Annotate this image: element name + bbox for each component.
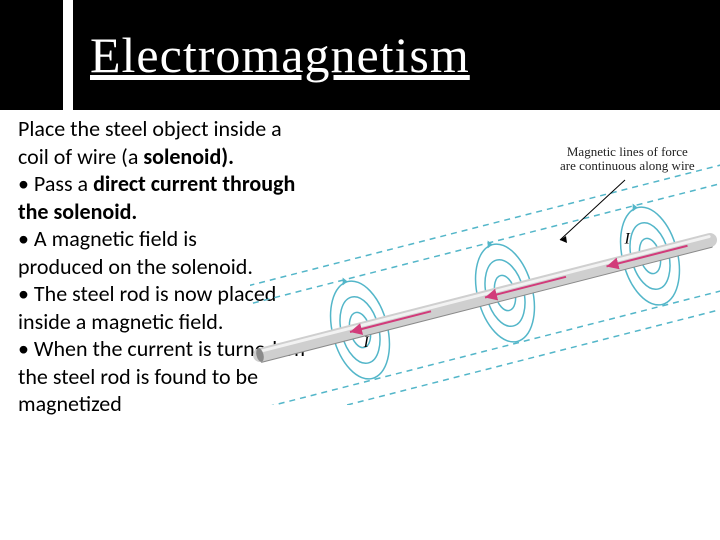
page-title: Electromagnetism — [90, 26, 470, 84]
body-line: Place the steel object inside a — [18, 115, 282, 142]
svg-text:I: I — [624, 230, 631, 247]
body-line: • A magnetic field is — [18, 225, 197, 252]
body-line-bold: solenoid). — [143, 143, 234, 170]
body-line: coil of wire (a — [18, 143, 143, 170]
body-line: produced on the solenoid. — [18, 253, 253, 280]
body-line: • The steel rod is now placed — [18, 280, 276, 307]
body-line-bold: the solenoid. — [18, 198, 137, 225]
annotation-line-1: Magnetic lines of force — [567, 144, 688, 159]
svg-text:I: I — [362, 334, 369, 351]
header-white-stripe — [63, 0, 73, 110]
body-line: inside a magnetic field. — [18, 308, 223, 335]
body-line: magnetized — [18, 390, 122, 417]
body-line: • Pass a — [18, 170, 93, 197]
solenoid-diagram: II Magnetic lines of force are continuou… — [250, 145, 720, 405]
annotation-line-2: are continuous along wire — [560, 158, 695, 173]
header-bar: Electromagnetism — [0, 0, 720, 110]
diagram-svg: II — [250, 145, 720, 405]
diagram-annotation: Magnetic lines of force are continuous a… — [560, 145, 695, 174]
body-line: the steel rod is found to be — [18, 363, 258, 390]
